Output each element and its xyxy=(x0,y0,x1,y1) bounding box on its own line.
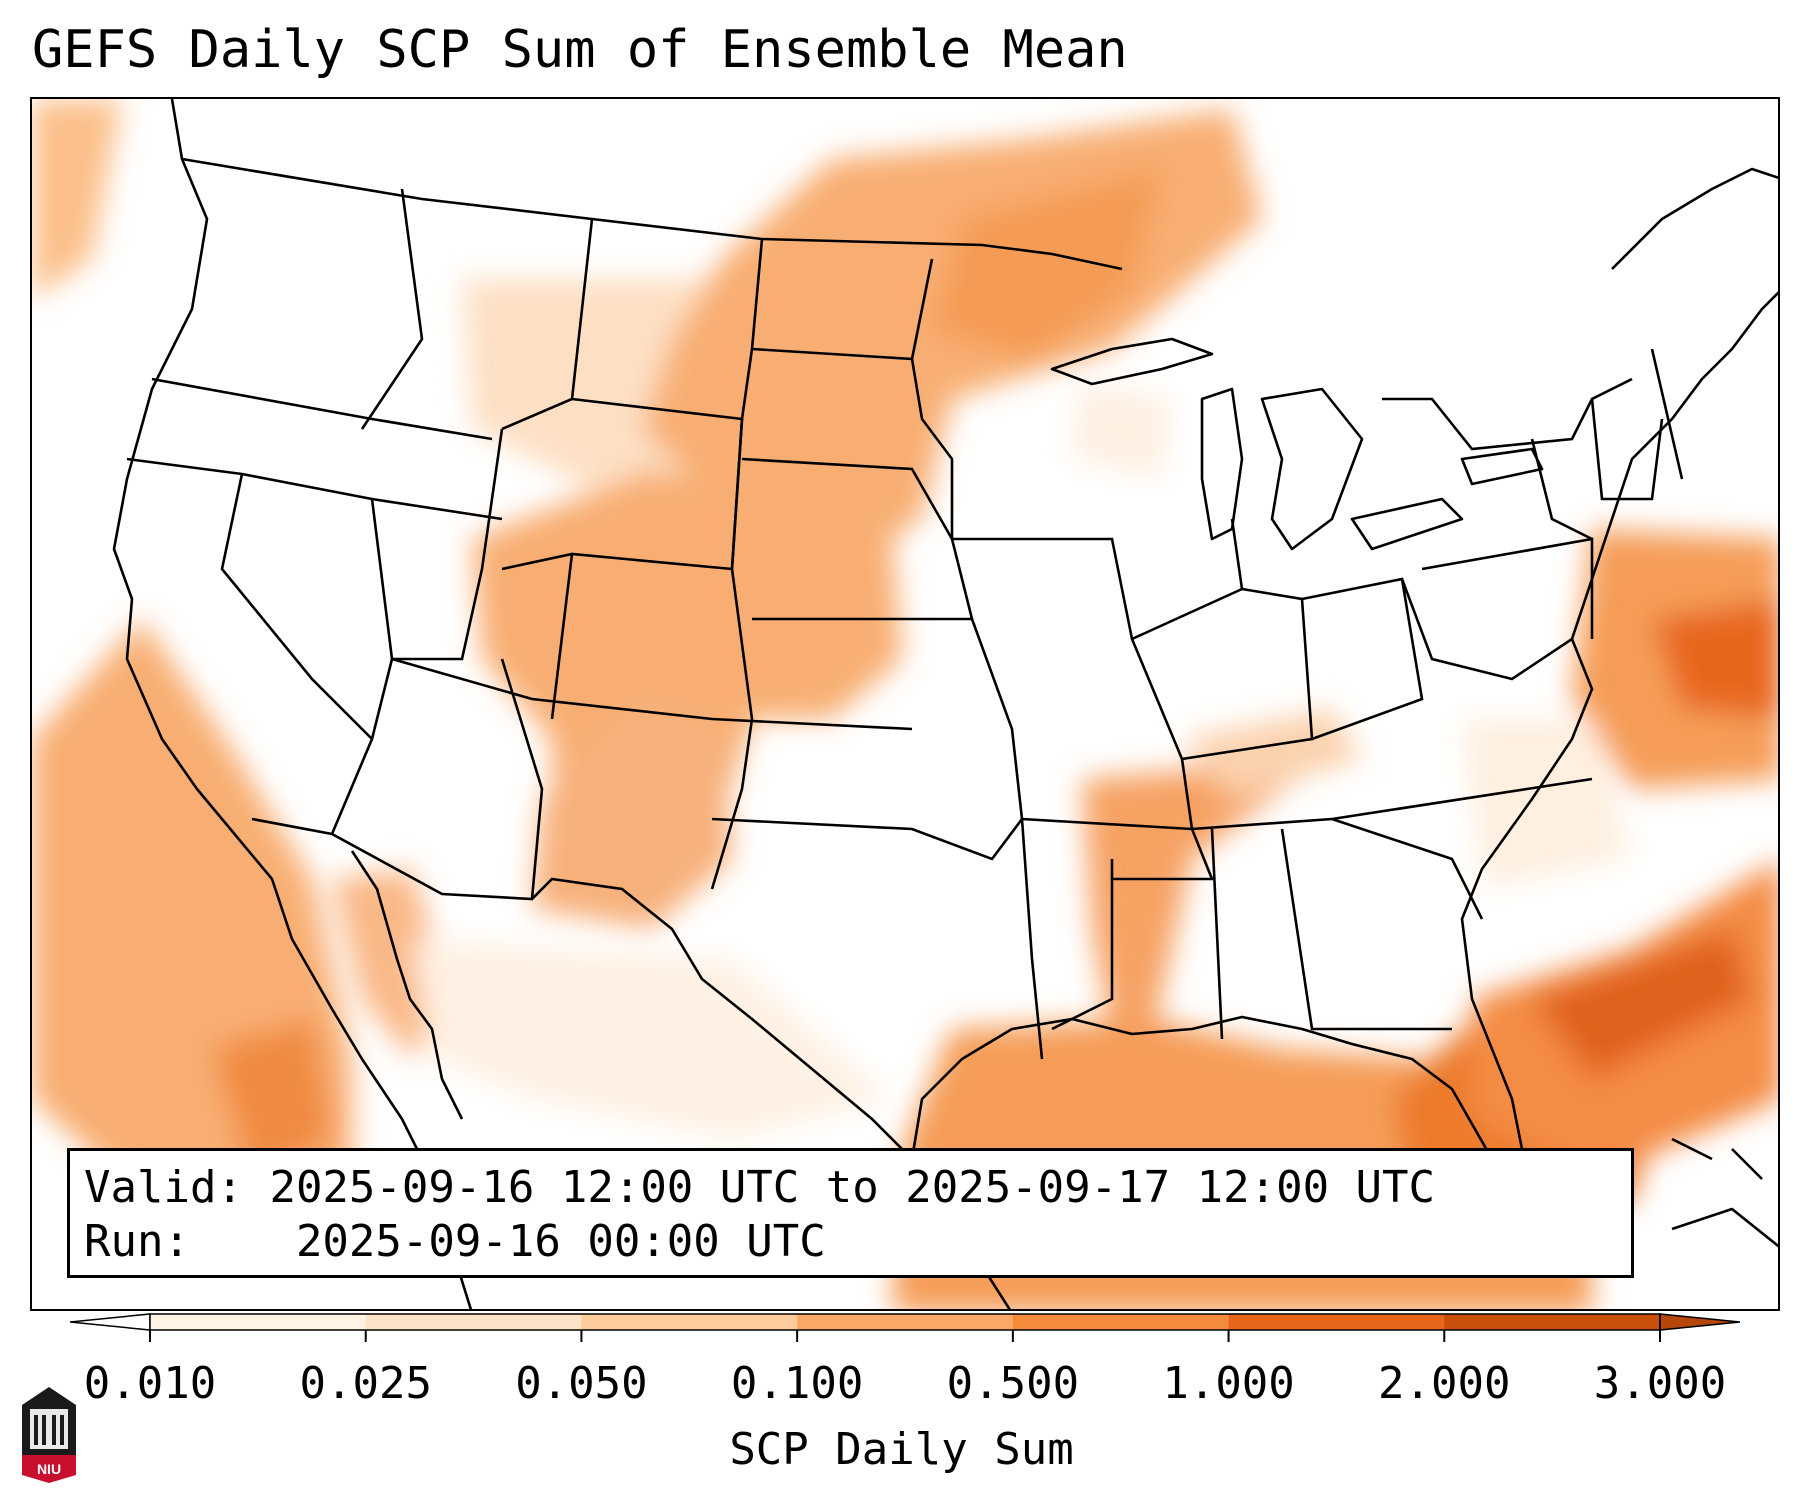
scp-field-carolina-coast xyxy=(1462,719,1632,889)
colorbar-segments xyxy=(70,1313,1740,1331)
dakotas-west-border xyxy=(730,238,764,570)
map-title: GEFS Daily SCP Sum of Ensemble Mean xyxy=(32,20,1128,80)
colorbar-segment xyxy=(1012,1314,1230,1330)
university-building-icon: NIU xyxy=(22,1387,76,1483)
ms-al-border xyxy=(1210,828,1224,1040)
valid-label: Valid: xyxy=(84,1162,243,1213)
run-value: 2025-09-16 00:00 UTC xyxy=(295,1216,826,1267)
colorbar-tick-label: 0.010 xyxy=(83,1358,217,1409)
colorbar xyxy=(70,1313,1740,1342)
ok-tx-border xyxy=(711,817,1024,861)
colorbar-extend-low xyxy=(70,1313,151,1331)
ks-mo-border xyxy=(970,618,1024,820)
valid-value: 2025-09-16 12:00 UTC to 2025-09-17 12:00… xyxy=(269,1162,1436,1213)
lake-superior xyxy=(1050,337,1214,386)
colorbar-tick-label: 3.000 xyxy=(1593,1358,1727,1409)
pa-wv-border xyxy=(1400,578,1573,681)
co-ks-nm-border xyxy=(710,568,754,890)
lake-michigan xyxy=(1200,387,1244,541)
az-nm-border xyxy=(500,658,544,900)
or-ca-nv-border xyxy=(126,457,503,521)
ca-nv-border xyxy=(220,473,374,835)
nd-mn-border xyxy=(910,258,934,360)
scp-map xyxy=(32,99,1778,1309)
ohio-border xyxy=(1301,577,1424,741)
ga-sc-border xyxy=(1331,817,1484,920)
run-line: Run: 2025-09-16 00:00 UTC xyxy=(84,1215,1617,1269)
nd-sd-border xyxy=(751,347,954,539)
gulf-of-california-coast xyxy=(350,850,464,1120)
colorbar-tick-label: 0.500 xyxy=(946,1358,1080,1409)
new-england-border xyxy=(1590,398,1664,501)
scp-field-minnesota xyxy=(932,169,1162,359)
scp-field-atlantic-core xyxy=(1652,599,1778,719)
az-nm-ok-north-border xyxy=(391,657,913,731)
us-mexico-border xyxy=(251,817,913,1160)
lake-erie xyxy=(1350,497,1464,551)
scp-field-west-texas xyxy=(412,939,892,1139)
scp-field-baja-core xyxy=(212,1019,332,1179)
colorbar-label: SCP Daily Sum xyxy=(729,1424,1074,1475)
colorbar-segment xyxy=(1228,1314,1445,1330)
indiana-border xyxy=(1181,587,1314,761)
colorbar-segment xyxy=(365,1314,582,1330)
il-border xyxy=(1131,518,1244,641)
la-ms-border xyxy=(1051,859,1114,1031)
colorbar-outline xyxy=(149,1313,1661,1331)
co-ut-border xyxy=(550,553,574,720)
colorbar-extend-high xyxy=(1659,1313,1740,1331)
colorbar-segment xyxy=(797,1314,1014,1330)
colorbar-tick-label: 2.000 xyxy=(1378,1358,1511,1409)
nv-ut-border xyxy=(370,498,394,740)
info-box: Valid: 2025-09-16 12:00 UTC to 2025-09-1… xyxy=(67,1148,1634,1278)
lower-michigan xyxy=(1260,387,1364,551)
maritime-coastline xyxy=(1611,167,1778,270)
us-canada-east-border xyxy=(1382,377,1633,451)
pacific-coastline xyxy=(112,99,473,1309)
scp-field-pacific-nw xyxy=(32,99,122,299)
idaho-west-border xyxy=(360,188,424,430)
ms-north-border xyxy=(1112,828,1214,881)
colorbar-tick-label: 0.050 xyxy=(515,1358,648,1409)
new-york-border xyxy=(1530,438,1593,541)
scp-field-tennessee xyxy=(1182,709,1362,799)
state-borders xyxy=(126,157,1684,1160)
scp-field-new-mexico xyxy=(532,699,732,929)
bahamas-coast xyxy=(1671,1137,1763,1180)
lake-ontario xyxy=(1460,447,1544,486)
ar-la-border xyxy=(1020,818,1044,1060)
colorbar-segment xyxy=(150,1314,367,1330)
nh-me-border xyxy=(1650,348,1684,480)
scp-field-mississippi xyxy=(1082,759,1322,1039)
scp-field-wisconsin xyxy=(1072,379,1172,479)
utah-border xyxy=(392,428,504,661)
colorbar-segment xyxy=(581,1314,798,1330)
cuba-coast xyxy=(1671,1207,1778,1248)
colorbar-tick-label: 1.000 xyxy=(1162,1358,1295,1409)
scp-field-bahamas xyxy=(1532,929,1752,1079)
wa-or-id-border xyxy=(151,377,493,441)
run-label: Run: xyxy=(84,1216,190,1267)
logo-text: NIU xyxy=(37,1461,61,1477)
al-ga-border xyxy=(1280,828,1452,1031)
colorbar-segment xyxy=(1444,1314,1661,1330)
tn-nc-south-border xyxy=(1021,777,1593,831)
map-panel xyxy=(30,97,1780,1311)
pennsylvania-border xyxy=(1421,537,1594,639)
scp-field-sonora xyxy=(332,869,452,1059)
valid-line: Valid: 2025-09-16 12:00 UTC to 2025-09-1… xyxy=(84,1161,1617,1215)
colorbar-tick-label: 0.100 xyxy=(730,1358,864,1409)
colorbar-ticks xyxy=(149,1330,1661,1342)
colorbar-tick-label: 0.025 xyxy=(299,1358,432,1409)
